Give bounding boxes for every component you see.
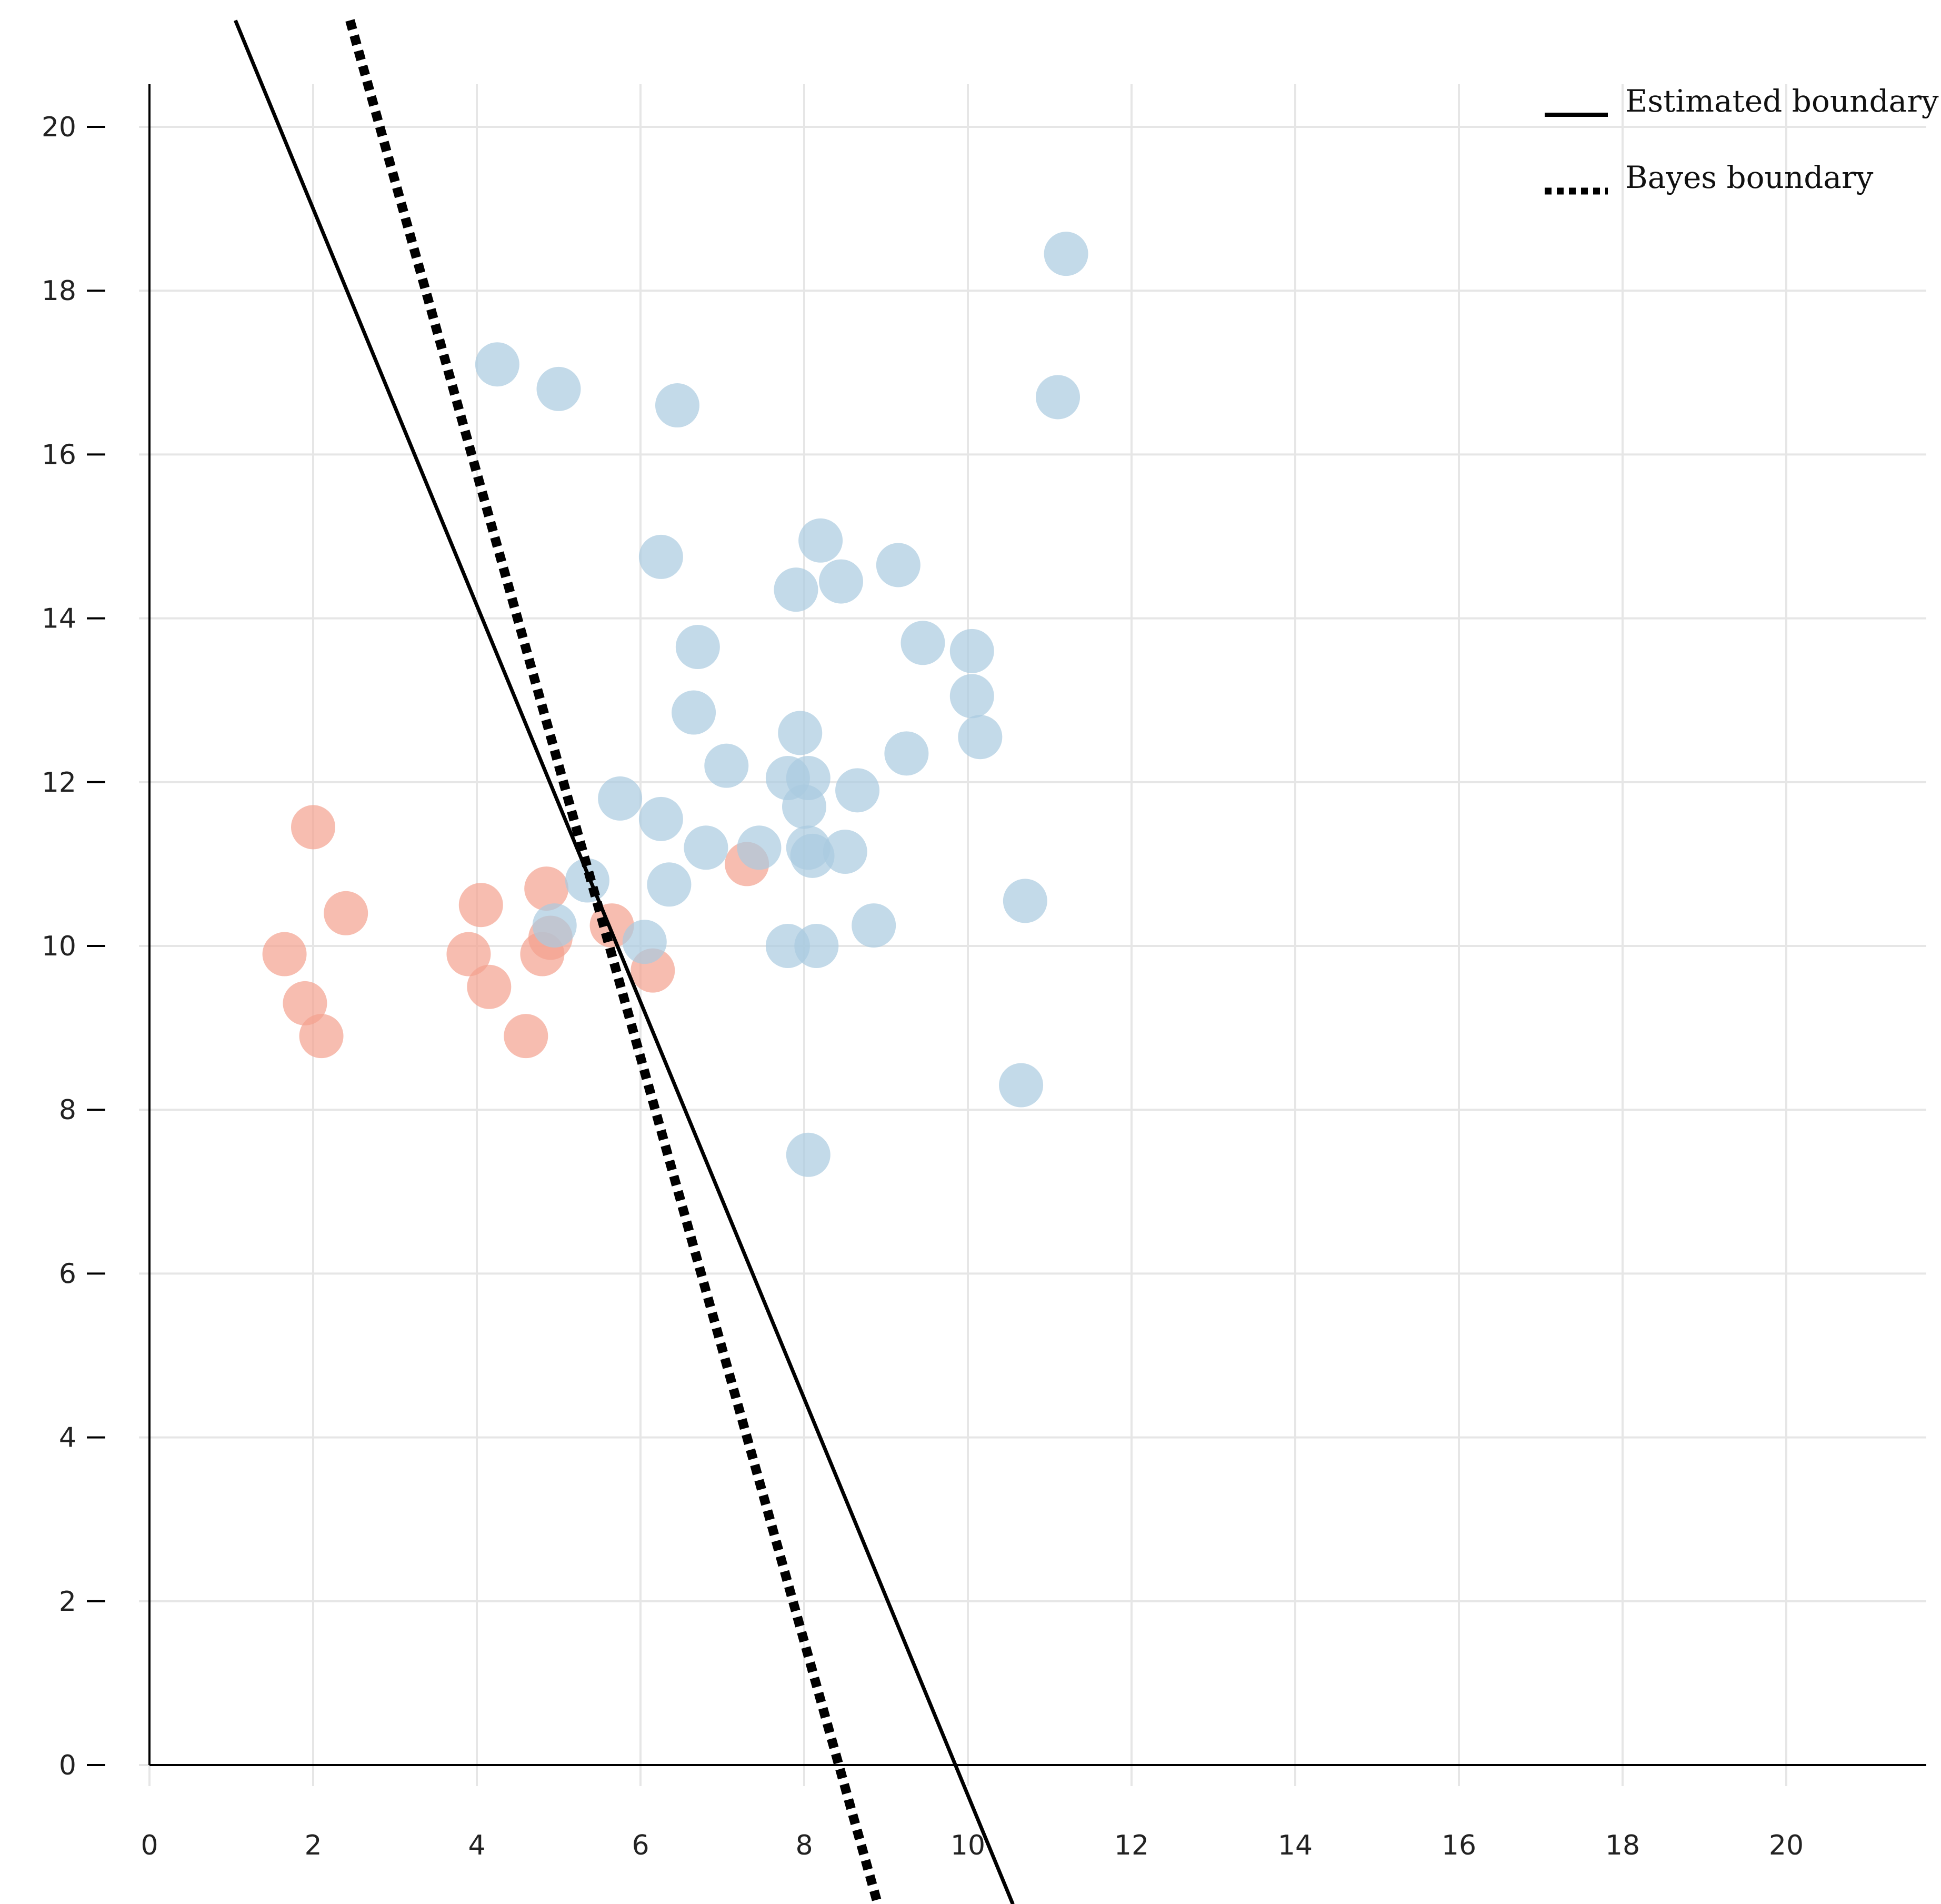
data-point (901, 621, 945, 665)
data-point (794, 924, 839, 968)
data-point (835, 768, 880, 813)
data-point (884, 731, 929, 776)
x-tick-label: 16 (1442, 1830, 1476, 1861)
data-point (672, 690, 716, 735)
boundary-lines (234, 19, 1015, 1904)
x-tick-label: 6 (632, 1830, 649, 1861)
data-point (798, 518, 843, 563)
legend-bayes-label: Bayes boundary (1625, 160, 1874, 195)
data-point (1003, 879, 1047, 923)
x-tick-label: 10 (951, 1830, 985, 1861)
legend: Estimated boundary Bayes boundary (1545, 83, 1939, 195)
data-point (958, 715, 1003, 760)
data-point (262, 932, 307, 976)
data-point (524, 866, 569, 911)
data-point (1044, 232, 1088, 276)
data-point (852, 903, 896, 948)
y-tick-label: 12 (42, 767, 76, 799)
y-tick-label: 18 (42, 275, 76, 307)
data-point (778, 711, 823, 755)
data-point (638, 534, 683, 579)
data-point (782, 784, 826, 829)
data-point (790, 833, 835, 878)
data-point (1036, 375, 1080, 420)
data-point (999, 1063, 1044, 1108)
x-tick-label: 0 (141, 1830, 158, 1861)
y-tick-label: 4 (59, 1422, 76, 1454)
data-point (786, 1132, 831, 1177)
data-point (291, 805, 335, 850)
x-tick-label: 20 (1769, 1830, 1804, 1861)
x-tick-label: 8 (795, 1830, 813, 1861)
data-point (818, 559, 863, 604)
data-point (704, 743, 749, 788)
data-point (684, 825, 728, 870)
x-tick-label: 14 (1278, 1830, 1313, 1861)
data-point (446, 932, 491, 976)
axes: 0 2 4 6 8 10 12 14 16 18 20 0 2 4 6 8 10 12 14 16 18 20 (42, 84, 1926, 1861)
data-point (638, 796, 683, 841)
data-point (823, 830, 867, 874)
x-tick-label: 12 (1114, 1830, 1149, 1861)
data-point (299, 1014, 344, 1059)
y-tick-label: 0 (59, 1750, 76, 1781)
data-point (467, 964, 512, 1009)
y-tick-label: 6 (59, 1258, 76, 1290)
data-points (262, 232, 1088, 1177)
data-point (774, 567, 818, 612)
data-point (532, 903, 577, 948)
y-tick-label: 8 (59, 1094, 76, 1126)
data-point (949, 674, 994, 719)
estimated-boundary-line (234, 19, 1015, 1904)
y-tick-label: 20 (42, 112, 76, 143)
data-point (324, 891, 368, 935)
legend-estimated-label: Estimated boundary (1625, 83, 1939, 119)
data-point (622, 920, 667, 964)
data-point (458, 883, 503, 928)
data-point (504, 1014, 548, 1059)
data-point (283, 981, 327, 1025)
data-point (589, 903, 634, 948)
data-point (655, 383, 699, 428)
data-point (536, 366, 581, 411)
data-point (647, 862, 692, 907)
bayes-boundary-line (345, 19, 883, 1904)
x-tick-label: 18 (1605, 1830, 1640, 1861)
x-tick-label: 2 (304, 1830, 322, 1861)
y-tick-label: 14 (42, 603, 76, 635)
data-point (675, 625, 720, 670)
grid-lines (139, 84, 1926, 1786)
data-point (949, 629, 994, 673)
y-tick-label: 2 (59, 1586, 76, 1618)
x-tick-label: 4 (468, 1830, 485, 1861)
data-point (737, 825, 782, 870)
y-tick-label: 10 (42, 931, 76, 962)
data-point (598, 776, 643, 821)
y-tick-label: 16 (42, 439, 76, 471)
data-point (475, 342, 519, 387)
data-point (876, 543, 921, 587)
